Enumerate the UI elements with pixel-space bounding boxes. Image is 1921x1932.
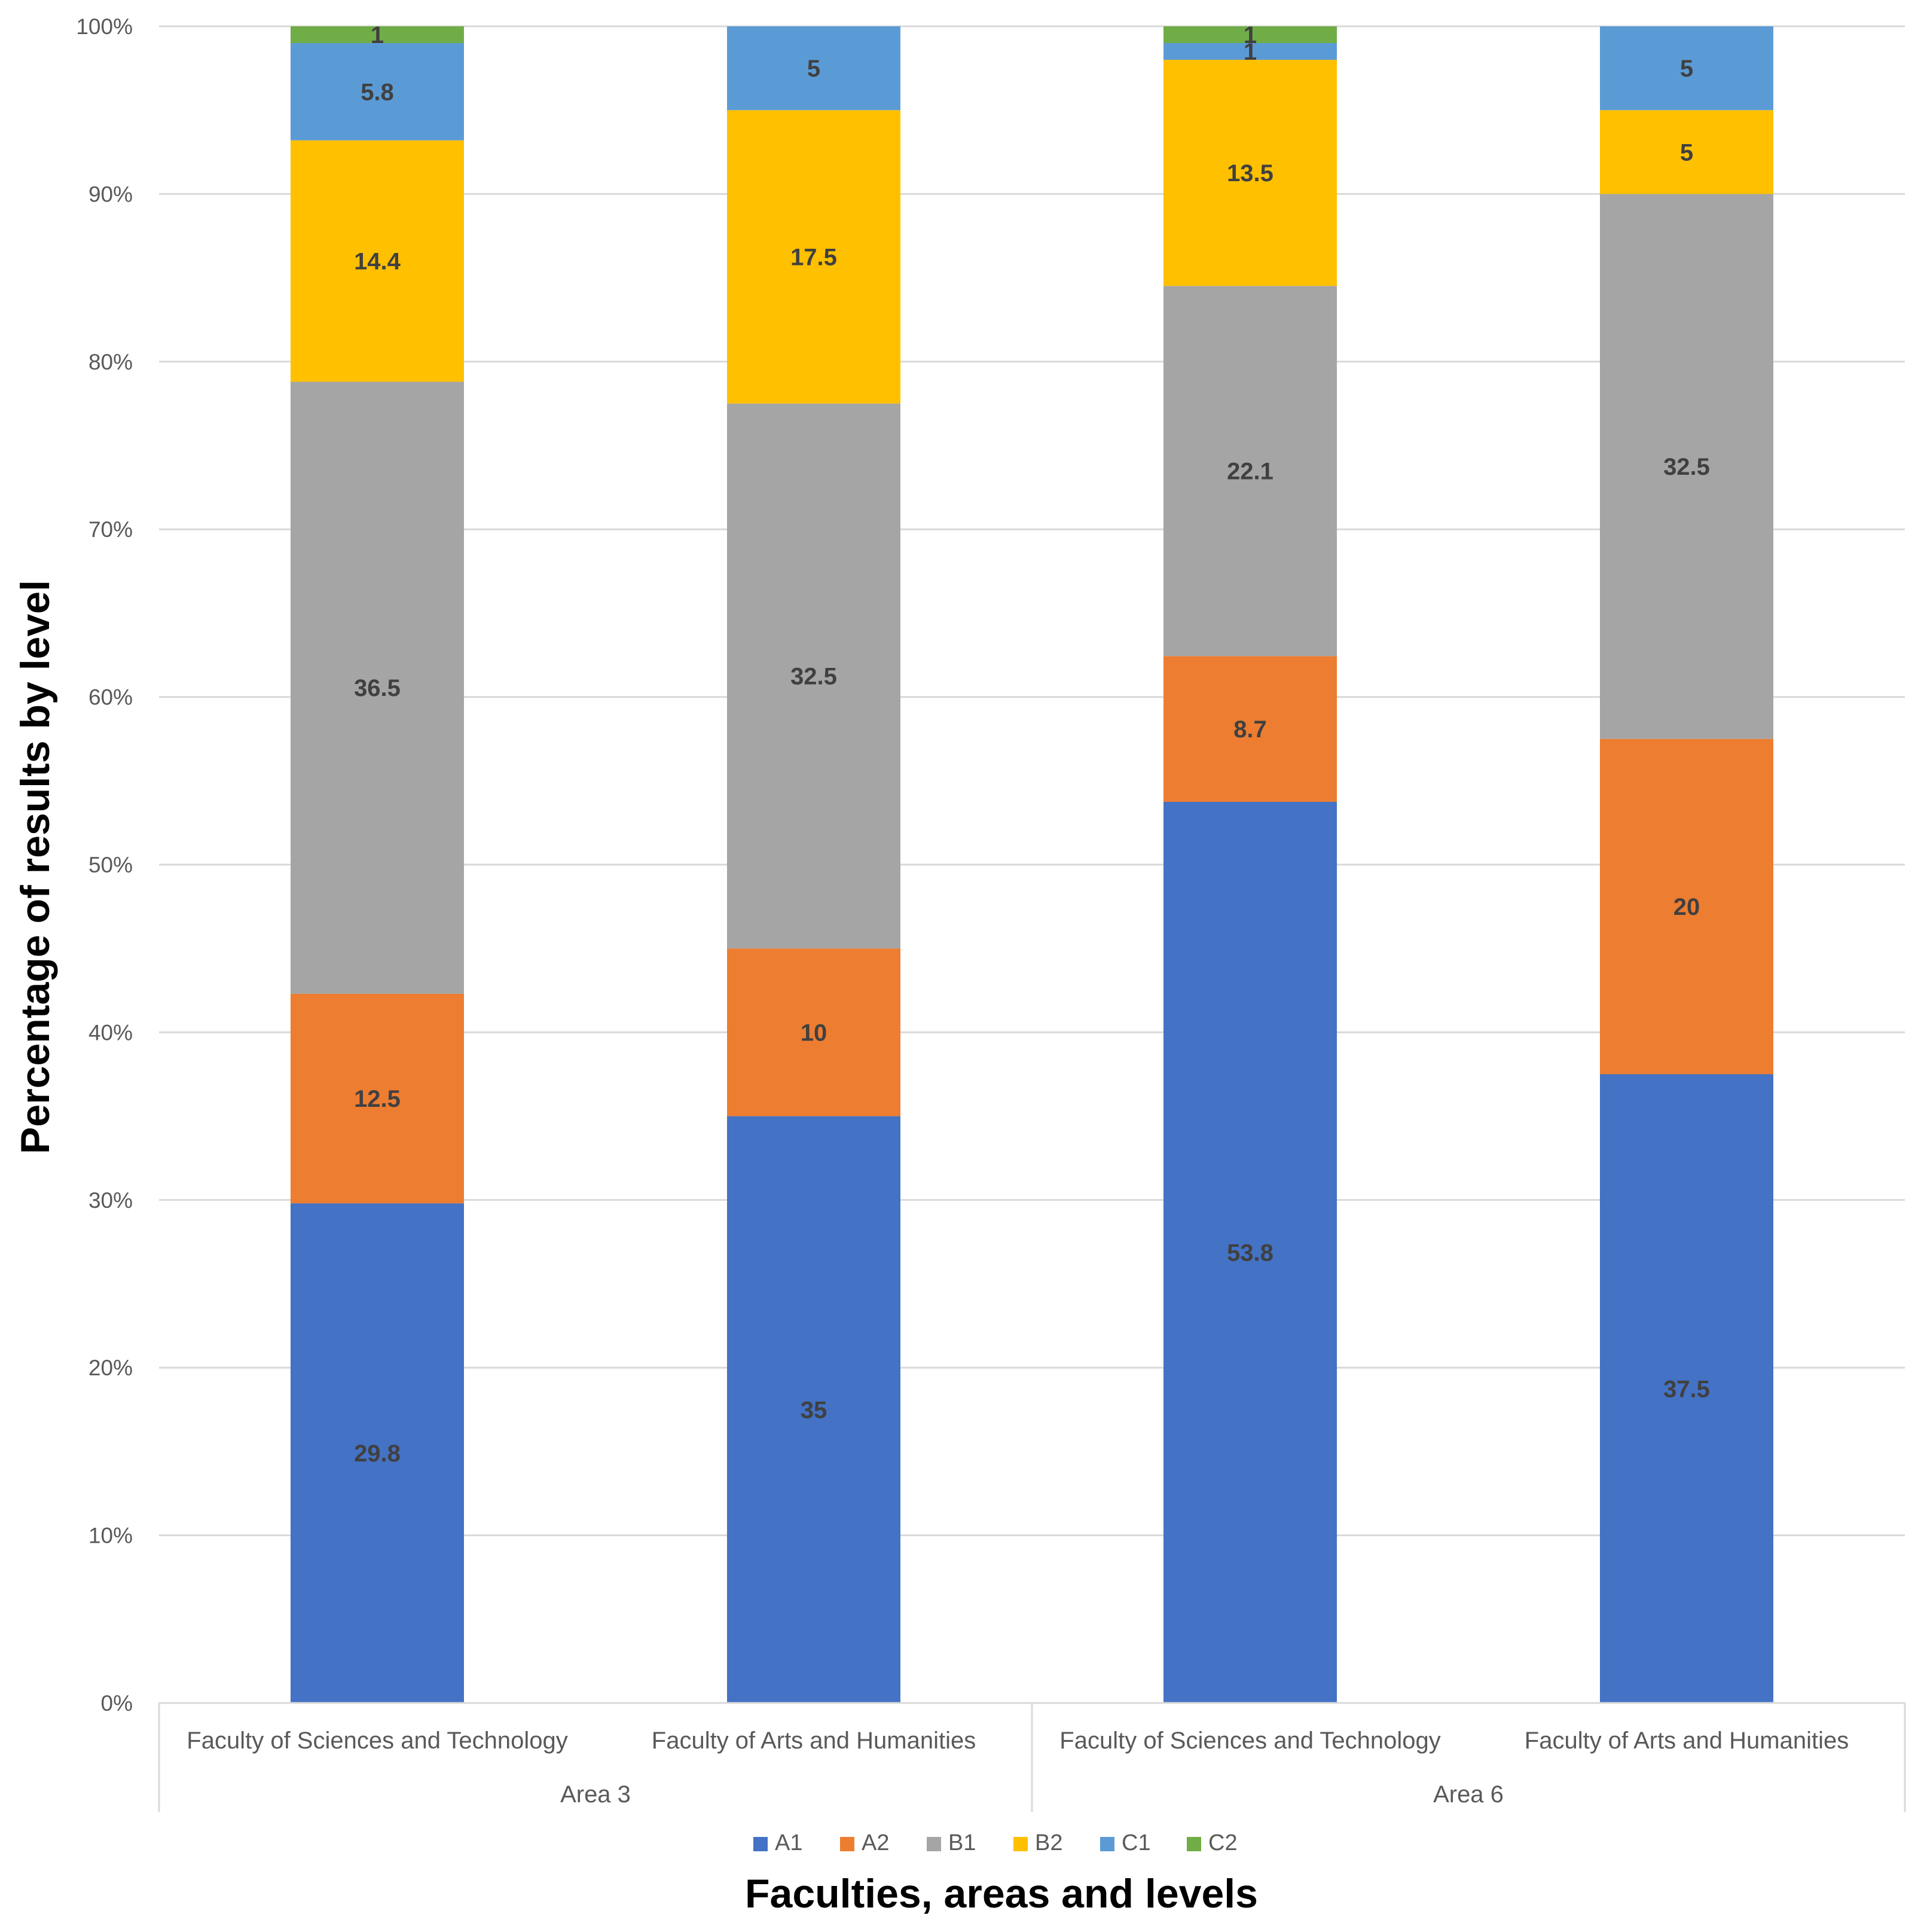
data-label-c1: 5	[1680, 56, 1693, 82]
data-label-a2: 8.7	[1233, 716, 1267, 743]
bars	[291, 26, 1773, 1703]
data-label-a1: 29.8	[354, 1440, 401, 1467]
bar-segment-b2	[291, 140, 464, 382]
bar-segment-a1	[1163, 801, 1337, 1703]
bar-segment-b1	[1600, 194, 1773, 739]
data-label-b1: 32.5	[1663, 454, 1710, 480]
bar-segment-b2	[1600, 110, 1773, 194]
bar-segment-a2	[1163, 656, 1337, 802]
data-label-b1: 22.1	[1227, 459, 1273, 485]
y-tick-label: 40%	[88, 1020, 133, 1045]
bar-segment-a2	[727, 948, 900, 1116]
legend-swatch-a1	[753, 1837, 768, 1851]
bar-segment-b2	[1163, 60, 1337, 286]
bar-segment-c1	[1600, 26, 1773, 111]
x-category-label: Faculty of Arts and Humanities	[652, 1727, 976, 1754]
y-axis-title: Percentage of results by level	[13, 580, 58, 1154]
y-tick-label: 50%	[88, 853, 133, 877]
bar-segment-c1	[1163, 43, 1337, 60]
legend-label-c1: C1	[1122, 1830, 1151, 1855]
data-label-a1: 35	[801, 1397, 827, 1423]
bar-segment-a1	[1600, 1074, 1773, 1703]
data-label-b1: 32.5	[790, 664, 837, 690]
data-label-a1: 53.8	[1227, 1240, 1273, 1266]
y-tick-label: 80%	[88, 350, 133, 374]
legend-label-c2: C2	[1208, 1830, 1238, 1855]
data-label-b2: 5	[1680, 139, 1693, 166]
bar-segment-a2	[291, 993, 464, 1204]
data-label-c1: 1	[1244, 39, 1257, 65]
data-labels: 29.8 12.5 36.5 14.4 5.8 1 35 10 32.5 17.5 5 53.8 8.7…	[354, 22, 1710, 1467]
bar-segment-b1	[1163, 286, 1337, 657]
y-tick-label: 70%	[88, 517, 133, 542]
legend-label-a2: A2	[862, 1830, 889, 1855]
y-tick-label: 100%	[76, 14, 133, 39]
data-label-c2: 1	[1244, 22, 1257, 48]
bar-segment-b2	[727, 110, 900, 404]
x-axis-title: Faculties, areas and levels	[745, 1871, 1258, 1916]
legend-swatch-c2	[1187, 1837, 1201, 1851]
legend-label-b1: B1	[948, 1830, 976, 1855]
bar-segment-c2	[291, 26, 464, 44]
bar-segment-c1	[291, 43, 464, 141]
legend: A1 A2 B1 B2 C1 C2	[753, 1830, 1238, 1855]
y-tick-label: 90%	[88, 182, 133, 206]
x-group-label: Area 6	[1433, 1781, 1504, 1808]
bar-segment-b1	[291, 381, 464, 994]
y-tick-label: 20%	[88, 1356, 133, 1380]
data-label-c2: 1	[371, 22, 384, 48]
bar-segment-c2	[1163, 26, 1337, 44]
bar-segment-a1	[727, 1116, 900, 1703]
y-tick-label: 30%	[88, 1188, 133, 1213]
y-tick-label: 0%	[101, 1691, 133, 1716]
x-axis: Faculty of Sciences and Technology Facult…	[158, 1702, 1906, 1812]
data-label-b2: 14.4	[354, 249, 401, 275]
data-label-b1: 36.5	[354, 675, 401, 701]
legend-swatch-b1	[927, 1837, 941, 1851]
bar-segment-c1	[727, 26, 900, 111]
legend-swatch-b2	[1013, 1837, 1028, 1851]
x-category-label: Faculty of Sciences and Technology	[1059, 1727, 1440, 1754]
data-label-c1: 5.8	[361, 79, 394, 105]
bar-segment-a1	[291, 1203, 464, 1703]
data-label-a2: 20	[1673, 894, 1700, 920]
legend-label-b2: B2	[1035, 1830, 1062, 1855]
x-category-label: Faculty of Arts and Humanities	[1525, 1727, 1849, 1754]
data-label-a1: 37.5	[1663, 1376, 1710, 1402]
x-group-label: Area 3	[560, 1781, 631, 1808]
bar-segment-a2	[1600, 738, 1773, 1075]
legend-swatch-c1	[1100, 1837, 1114, 1851]
data-label-a2: 12.5	[354, 1086, 401, 1112]
y-axis-ticks: 0% 10% 20% 30% 40% 50% 60% 70% 80% 90% 100%	[76, 14, 133, 1716]
data-label-b2: 17.5	[790, 245, 837, 271]
data-label-b2: 13.5	[1227, 160, 1273, 187]
y-tick-label: 60%	[88, 685, 133, 710]
x-category-label: Faculty of Sciences and Technology	[187, 1727, 567, 1754]
data-label-c1: 5	[807, 56, 820, 82]
data-label-a2: 10	[801, 1020, 827, 1046]
bar-segment-b1	[727, 403, 900, 949]
legend-label-a1: A1	[775, 1830, 802, 1855]
legend-swatch-a2	[840, 1837, 854, 1851]
y-tick-label: 10%	[88, 1524, 133, 1548]
